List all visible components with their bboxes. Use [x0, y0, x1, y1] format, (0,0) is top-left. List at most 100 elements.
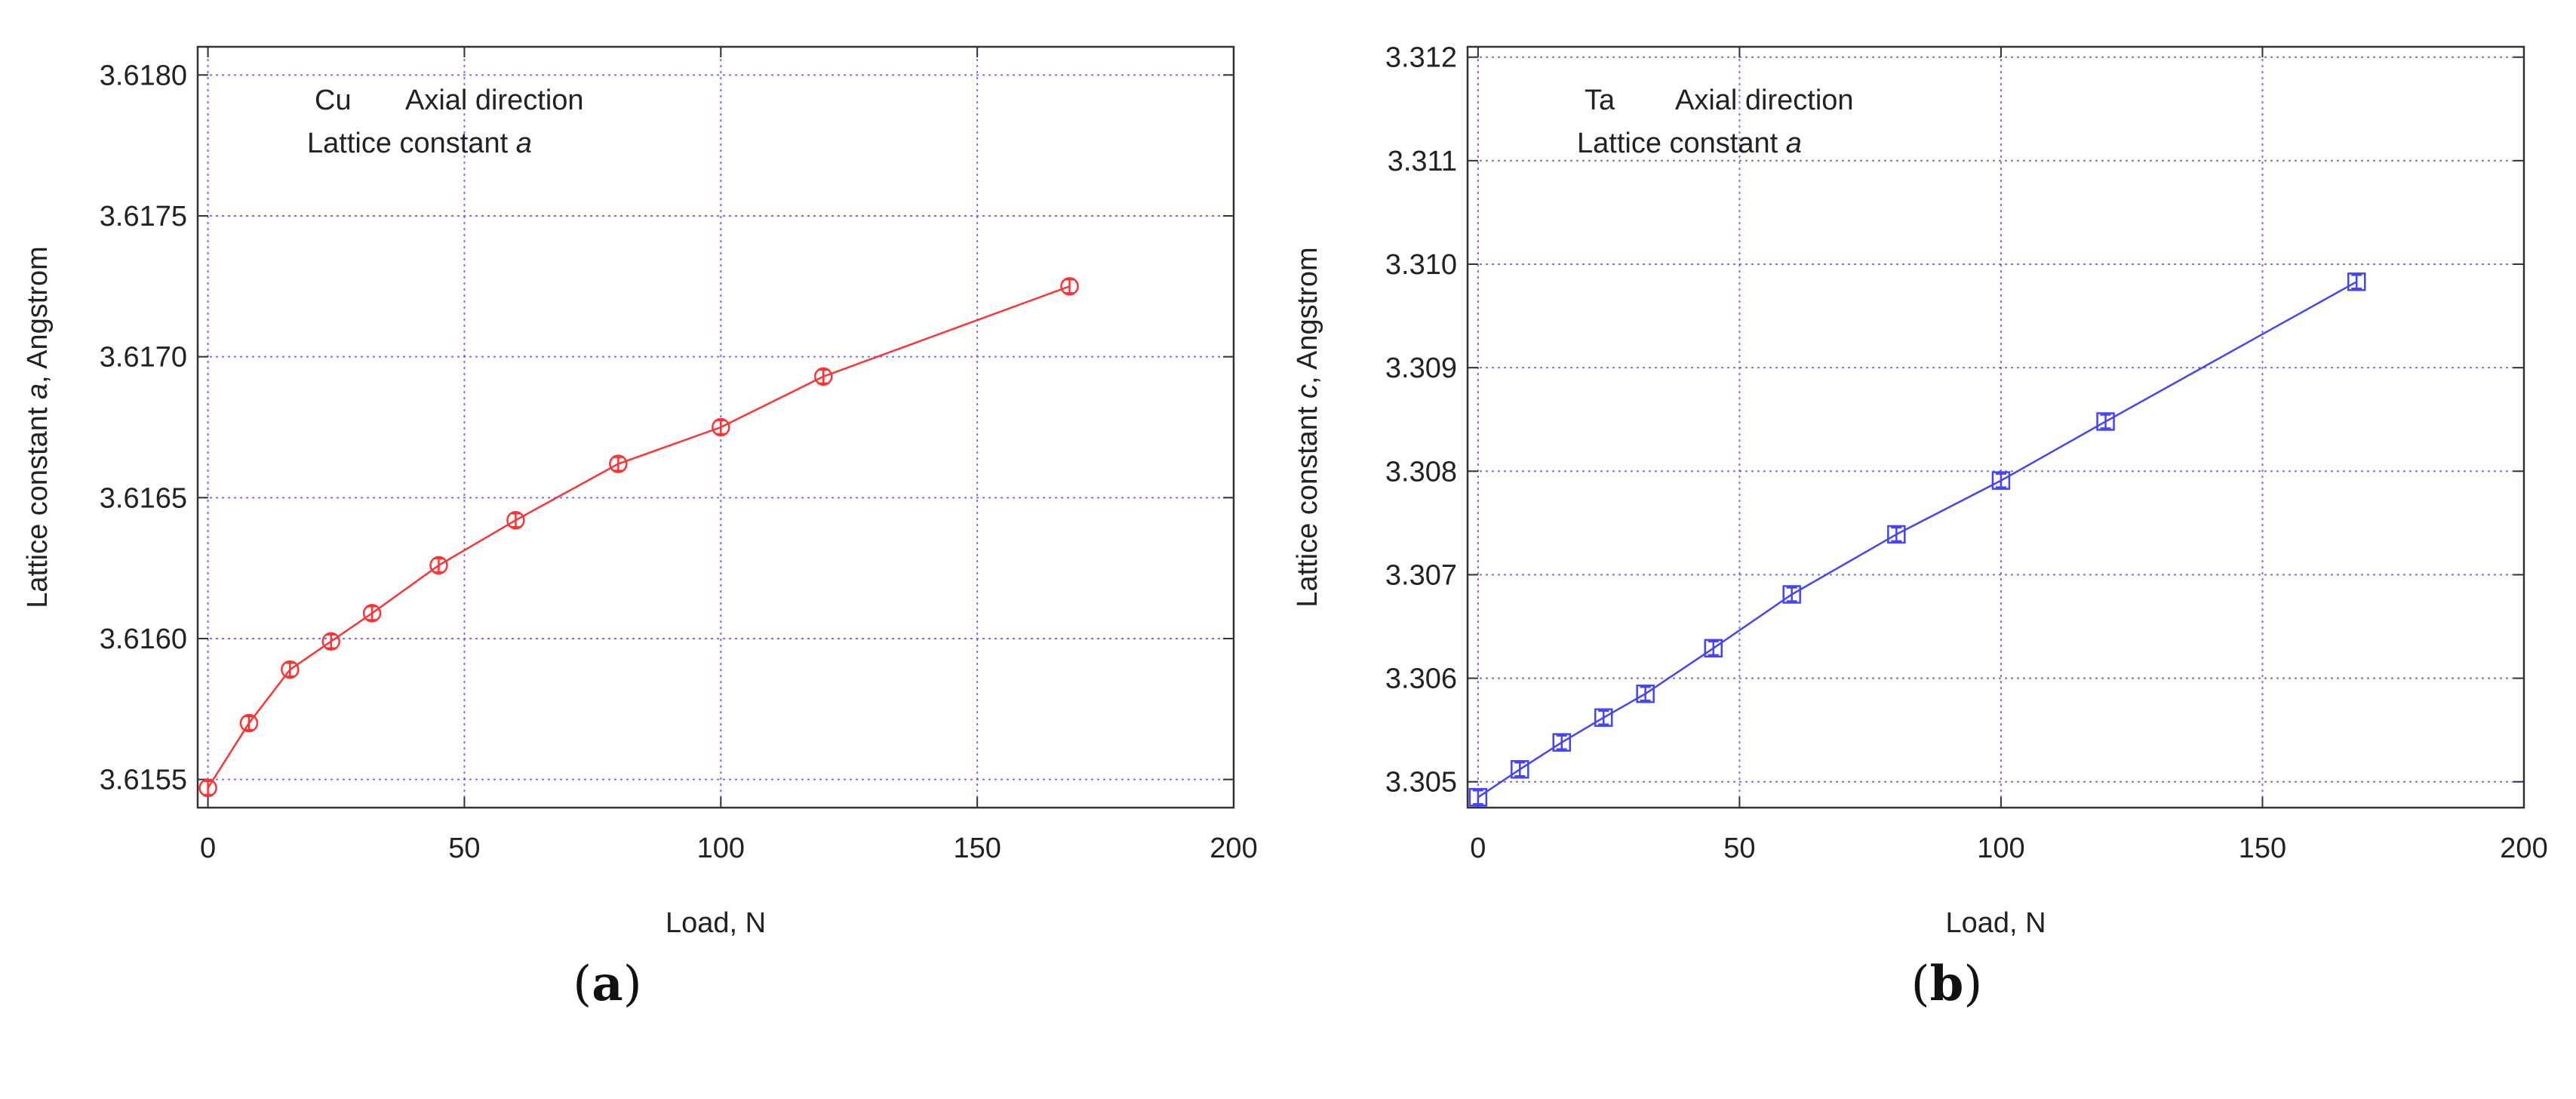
series-line: [207, 285, 1070, 789]
data-point-marker: [429, 556, 448, 575]
annotation-direction: Axial direction: [405, 85, 584, 116]
annotation-direction: Axial direction: [1675, 85, 1854, 116]
data-point-marker: [1887, 525, 1906, 544]
data-point: [2096, 412, 2115, 431]
data-point-marker: [1552, 733, 1572, 752]
y-tick-label: 3.307: [1385, 559, 1457, 591]
data-point: [362, 604, 382, 623]
data-point-marker: [1991, 471, 2011, 490]
y-tick-label: 3.308: [1385, 456, 1457, 488]
panel-label-open: (: [573, 956, 592, 1012]
y-tick-label: 3.305: [1385, 767, 1457, 799]
data-point-marker: [506, 510, 525, 530]
y-axis-label: Lattice constant c, Angstrom: [1292, 247, 1323, 607]
data-point: [1887, 525, 1906, 544]
panel-label: (b): [1911, 956, 1983, 1012]
annotation-line2-prefix: Lattice constant: [307, 128, 516, 159]
x-tick-label: 200: [2500, 833, 2547, 864]
data-point: [281, 660, 300, 679]
y-tick-label: 3.6155: [100, 765, 187, 796]
data-point: [609, 454, 628, 473]
series-line: [1477, 281, 2357, 799]
data-point: [429, 556, 448, 575]
data-point-marker: [362, 604, 382, 623]
data-point: [1552, 733, 1572, 752]
data-point-marker: [1060, 277, 1079, 296]
x-tick-label: 100: [697, 833, 745, 864]
plot-frame: [1466, 45, 2525, 809]
annotation-line2: Lattice constant a: [1577, 128, 1802, 159]
data-point-marker: [2096, 412, 2115, 431]
y-axis-label-suffix: , Angstrom: [22, 246, 54, 383]
annotation-element: Ta: [1585, 85, 1615, 116]
y-tick-label: 3.6175: [100, 201, 187, 232]
x-tick-label: 50: [448, 833, 480, 864]
annotation-line2-symbol: a: [1786, 128, 1802, 159]
annotation-line2-symbol: a: [516, 128, 532, 159]
data-point-marker: [1511, 760, 1529, 779]
panel-label-close: ): [1963, 956, 1982, 1012]
data-point: [1782, 585, 1801, 604]
data-point: [2347, 272, 2366, 291]
data-point-marker: [1636, 684, 1655, 703]
data-point-marker: [239, 713, 259, 733]
data-point-marker: [813, 367, 833, 386]
y-tick-label: 3.6170: [100, 342, 187, 374]
data-point-marker: [1782, 585, 1801, 604]
data-point: [506, 510, 525, 530]
data-point-marker: [198, 778, 217, 798]
annotation-line2-prefix: Lattice constant: [1577, 128, 1786, 159]
y-axis-label-suffix: , Angstrom: [1292, 247, 1323, 384]
y-tick-label: 3.309: [1385, 352, 1457, 384]
data-point-marker: [321, 632, 340, 651]
data-point-marker: [712, 417, 730, 437]
data-point: [813, 367, 833, 386]
annotation-line2: Lattice constant a: [307, 128, 532, 159]
data-point-marker: [281, 660, 300, 679]
y-axis-label-prefix: Lattice constant: [22, 399, 54, 608]
data-point: [1594, 708, 1613, 727]
data-point-marker: [609, 454, 628, 473]
data-point: [198, 778, 217, 798]
y-axis-label: Lattice constant a, Angstrom: [22, 246, 54, 608]
x-tick-label: 0: [1470, 833, 1486, 864]
x-tick-label: 150: [953, 833, 1001, 864]
data-point: [1060, 277, 1079, 296]
data-point: [1704, 639, 1723, 658]
data-point: [239, 713, 259, 733]
x-axis-label: Load, N: [1945, 907, 2046, 939]
data-point: [712, 417, 730, 437]
panel-label-open: (: [1911, 956, 1930, 1012]
y-tick-label: 3.6180: [100, 60, 187, 91]
data-point: [1468, 788, 1488, 807]
y-tick-label: 3.310: [1385, 249, 1457, 281]
y-axis-label-symbol: c: [1292, 384, 1323, 399]
x-tick-label: 100: [1977, 833, 2024, 864]
x-tick-label: 0: [200, 833, 216, 864]
y-tick-label: 3.311: [1388, 146, 1457, 177]
panel-label-letter: a: [592, 956, 622, 1012]
plot-frame: [196, 45, 1235, 809]
panel-label: (a): [573, 956, 641, 1012]
panel-label-close: ): [623, 956, 642, 1012]
data-point: [321, 632, 340, 651]
y-axis-label-prefix: Lattice constant: [1292, 399, 1323, 608]
data-point-marker: [1594, 708, 1613, 727]
data-point-marker: [1468, 788, 1488, 807]
y-tick-label: 3.6160: [100, 623, 187, 655]
y-tick-label: 3.312: [1385, 42, 1457, 74]
y-tick-label: 3.6165: [100, 482, 187, 514]
data-point: [1511, 760, 1529, 779]
data-point-marker: [1704, 639, 1723, 658]
panel-label-letter: b: [1930, 956, 1964, 1012]
x-tick-label: 200: [1210, 833, 1257, 864]
data-point: [1991, 471, 2011, 490]
x-tick-label: 50: [1723, 833, 1755, 864]
x-tick-label: 150: [2239, 833, 2286, 864]
data-point: [1636, 684, 1655, 703]
data-point-marker: [2347, 272, 2366, 291]
y-tick-label: 3.306: [1385, 663, 1457, 695]
annotation-element: Cu: [315, 85, 352, 116]
x-axis-label: Load, N: [666, 907, 766, 939]
